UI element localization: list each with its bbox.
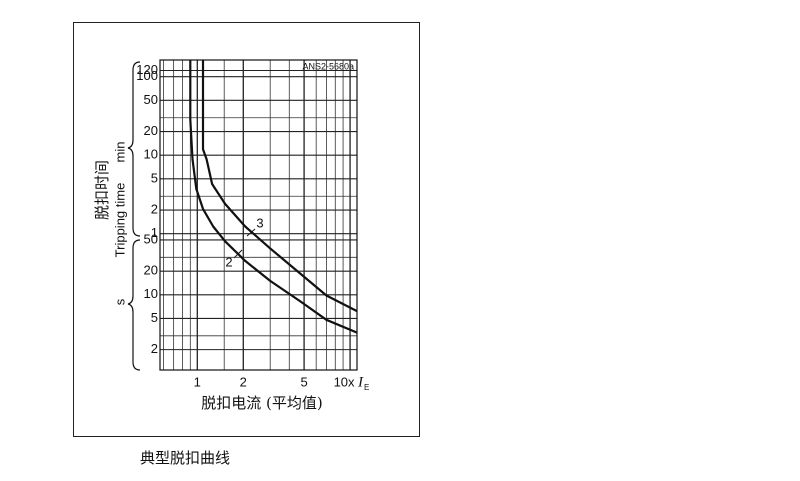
x-label: 脱扣电流 (平均值) [201,394,322,412]
x-tick-label: 10x [334,374,355,389]
y-unit-upper: min [112,142,127,163]
y-tick-label: 20 [144,263,158,278]
x-unit-sub: E [364,383,369,392]
y-tick-label: 2 [151,341,158,356]
y-unit-lower: s [112,298,127,305]
x-unit: I [357,374,364,390]
x-tick-label: 5 [300,374,307,389]
curve [201,60,358,313]
y-tick-label: 5 [151,310,158,325]
y-label-cn: 脱扣时间 [93,160,111,220]
x-tick-label: 1 [194,374,201,389]
y-tick-label: 100 [136,68,158,83]
brace-min [127,61,141,237]
curve [189,60,358,334]
x-tick-label: 2 [240,374,247,389]
y-tick-label: 2 [151,202,158,217]
drawing-id: ANS2-5680a [302,61,354,71]
y-tick-label: 120 [136,62,158,77]
series-label: 2 [225,254,232,269]
plot-area [159,59,358,371]
y-tick-label: 10 [144,147,158,162]
y-tick-label: 50 [144,231,158,246]
y-tick-label: 20 [144,123,158,138]
y-tick-label: 5 [151,170,158,185]
y-tick-label: 50 [144,92,158,107]
y-tick-label: 1 [151,225,158,240]
frame [73,22,420,437]
caption: 典型脱扣曲线 [140,449,230,467]
series-label: 3 [256,215,263,230]
y-tick-label: 10 [144,286,158,301]
brace-s [127,239,141,371]
y-label: Tripping time [112,183,127,258]
